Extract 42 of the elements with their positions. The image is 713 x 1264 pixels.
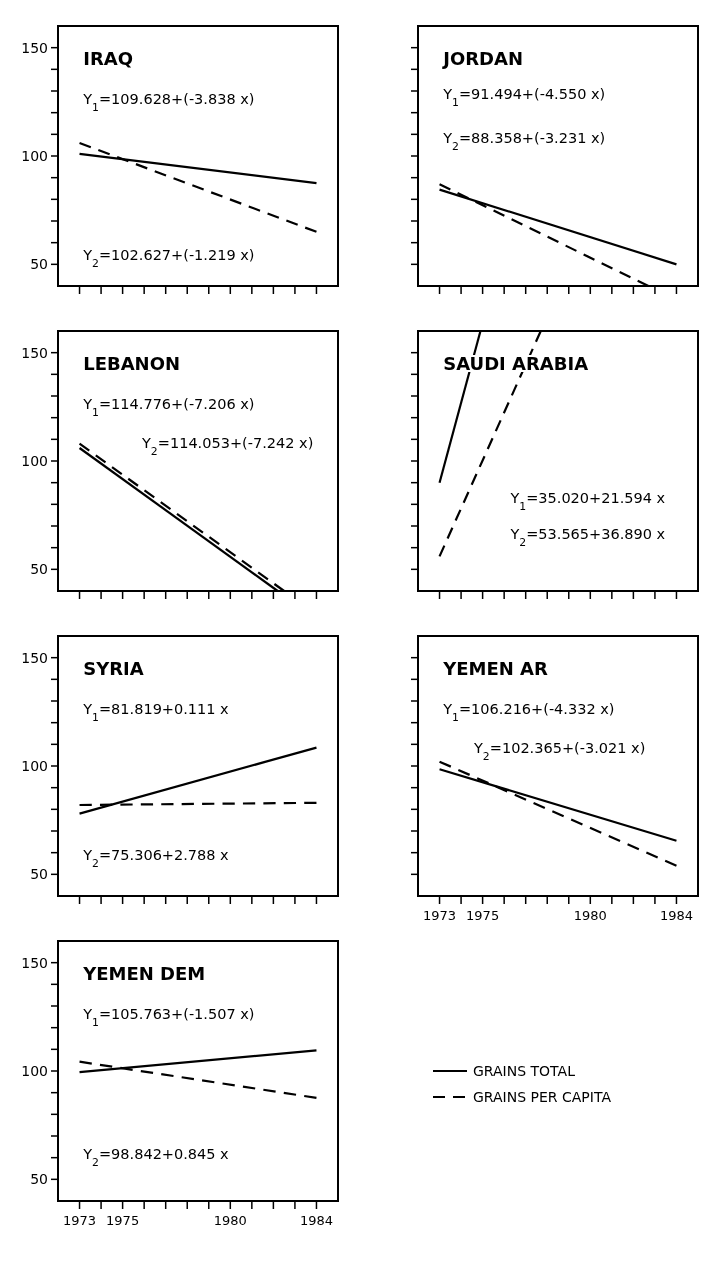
text: LEBANON	[83, 353, 181, 374]
y-tick-label: 50	[30, 1171, 48, 1188]
annotation: Y$_{2}$=114.053+(-7.242 x)	[141, 435, 314, 458]
annotation: Y$_{1}$=106.216+(-4.332 x)	[442, 701, 615, 724]
y-tick-label: 50	[30, 256, 48, 273]
y-tick-label: 100	[21, 1062, 48, 1079]
legend-label: GRAINS PER CAPITA	[473, 1088, 612, 1105]
annotation: Y$_{2}$=102.627+(-1.219 x)	[82, 247, 255, 270]
annotation: Y$_{2}$=53.565+36.890 x	[509, 526, 666, 549]
y-tick-label: 150	[21, 344, 48, 361]
text: SYRIA	[83, 658, 144, 679]
y-tick-label: 50	[30, 561, 48, 578]
y-tick-label: 150	[21, 39, 48, 56]
x-tick-label: 1984	[659, 908, 694, 923]
x-tick-label: 1975	[466, 908, 500, 923]
y-tick-label: 150	[21, 954, 48, 971]
y-tick-label: 100	[21, 757, 48, 774]
x-tick-label: 1980	[213, 1213, 247, 1228]
x-tick-label: 1980	[573, 908, 607, 923]
x-tick-label: 1975	[106, 1213, 140, 1228]
x-tick-label: 1984	[299, 1213, 334, 1228]
y-tick-label: 150	[21, 649, 48, 666]
annotation: Y$_{1}$=35.020+21.594 x	[509, 489, 666, 513]
x-tick-label: 1973	[62, 1213, 97, 1228]
annotation: Y$_{1}$=109.628+(-3.838 x)	[82, 91, 255, 114]
annotation: Y$_{2}$=102.365+(-3.021 x)	[473, 740, 646, 763]
text: IRAQ	[83, 48, 133, 69]
text: YEMEN AR	[442, 658, 548, 679]
y-tick-label: 100	[21, 452, 48, 469]
text: JORDAN	[441, 48, 523, 69]
annotation: Y$_{1}$=91.494+(-4.550 x)	[442, 85, 606, 109]
annotation: Y$_{2}$=98.842+0.845 x	[82, 1146, 230, 1169]
y-tick-label: 50	[30, 866, 48, 883]
annotation: Y$_{1}$=105.763+(-1.507 x)	[82, 1006, 255, 1029]
annotation: Y$_{1}$=114.776+(-7.206 x)	[82, 396, 255, 419]
annotation: Y$_{2}$=75.306+2.788 x	[82, 846, 230, 870]
annotation: Y$_{1}$=81.819+0.111 x	[82, 701, 230, 724]
legend-label: GRAINS TOTAL	[473, 1062, 576, 1079]
text: YEMEN DEM	[82, 963, 206, 984]
x-tick-label: 1973	[422, 908, 457, 923]
y-tick-label: 100	[21, 147, 48, 164]
annotation: Y$_{2}$=88.358+(-3.231 x)	[442, 130, 606, 153]
